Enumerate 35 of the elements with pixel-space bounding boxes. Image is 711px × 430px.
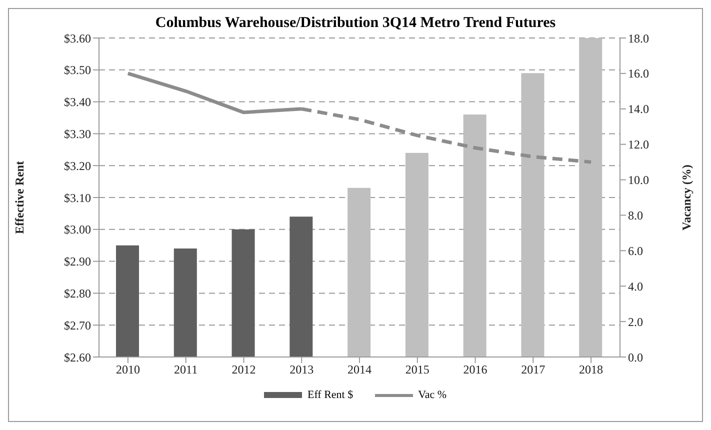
- chart-title: Columbus Warehouse/Distribution 3Q14 Metro Trend Futures: [154, 15, 557, 32]
- y2-tick-label: 16.0: [628, 66, 649, 81]
- x-tick-label: 2017: [521, 362, 546, 377]
- x-tick-label: 2016: [463, 362, 488, 377]
- y2-tick-label: 10.0: [628, 173, 649, 188]
- x-tick-label: 2010: [116, 362, 140, 377]
- y2-tick-label: 2.0: [628, 314, 643, 329]
- x-tick-label: 2015: [405, 362, 430, 377]
- y-tick-label: $3.60: [64, 31, 91, 46]
- y2-axis-title: Vacancy (%): [679, 164, 694, 230]
- y-axis-title: Effective Rent: [12, 161, 26, 234]
- x-tick-label: 2014: [348, 362, 372, 377]
- legend-label: Eff Rent $: [307, 389, 354, 401]
- y2-tick-label: 6.0: [628, 244, 643, 258]
- y-tick-label: $2.60: [64, 350, 91, 364]
- y-tick-label: $3.10: [64, 190, 91, 205]
- y-tick-label: $2.80: [64, 286, 91, 300]
- y2-tick-label: 8.0: [628, 208, 643, 222]
- y2-tick-label: 18.0: [628, 31, 649, 46]
- y2-tick-label: 0.0: [628, 350, 643, 364]
- y-tick-label: $3.20: [64, 158, 91, 173]
- x-tick-label: 2011: [174, 362, 198, 377]
- y-tick-label: $2.70: [64, 318, 91, 332]
- x-tick-label: 2018: [579, 362, 604, 377]
- y-tick-label: $3.30: [64, 126, 91, 141]
- y-tick-label: $3.00: [64, 222, 91, 237]
- x-tick-label: 2012: [232, 362, 256, 377]
- y2-tick-label: 12.0: [628, 138, 649, 152]
- legend-label: Vac %: [418, 389, 447, 401]
- y2-tick-label: 14.0: [628, 102, 649, 116]
- y-tick-label: $2.90: [64, 254, 91, 269]
- y-tick-label: $3.50: [64, 63, 91, 78]
- y-tick-label: $3.40: [64, 95, 91, 110]
- x-tick-label: 2013: [290, 362, 314, 377]
- y2-tick-label: 4.0: [628, 279, 643, 294]
